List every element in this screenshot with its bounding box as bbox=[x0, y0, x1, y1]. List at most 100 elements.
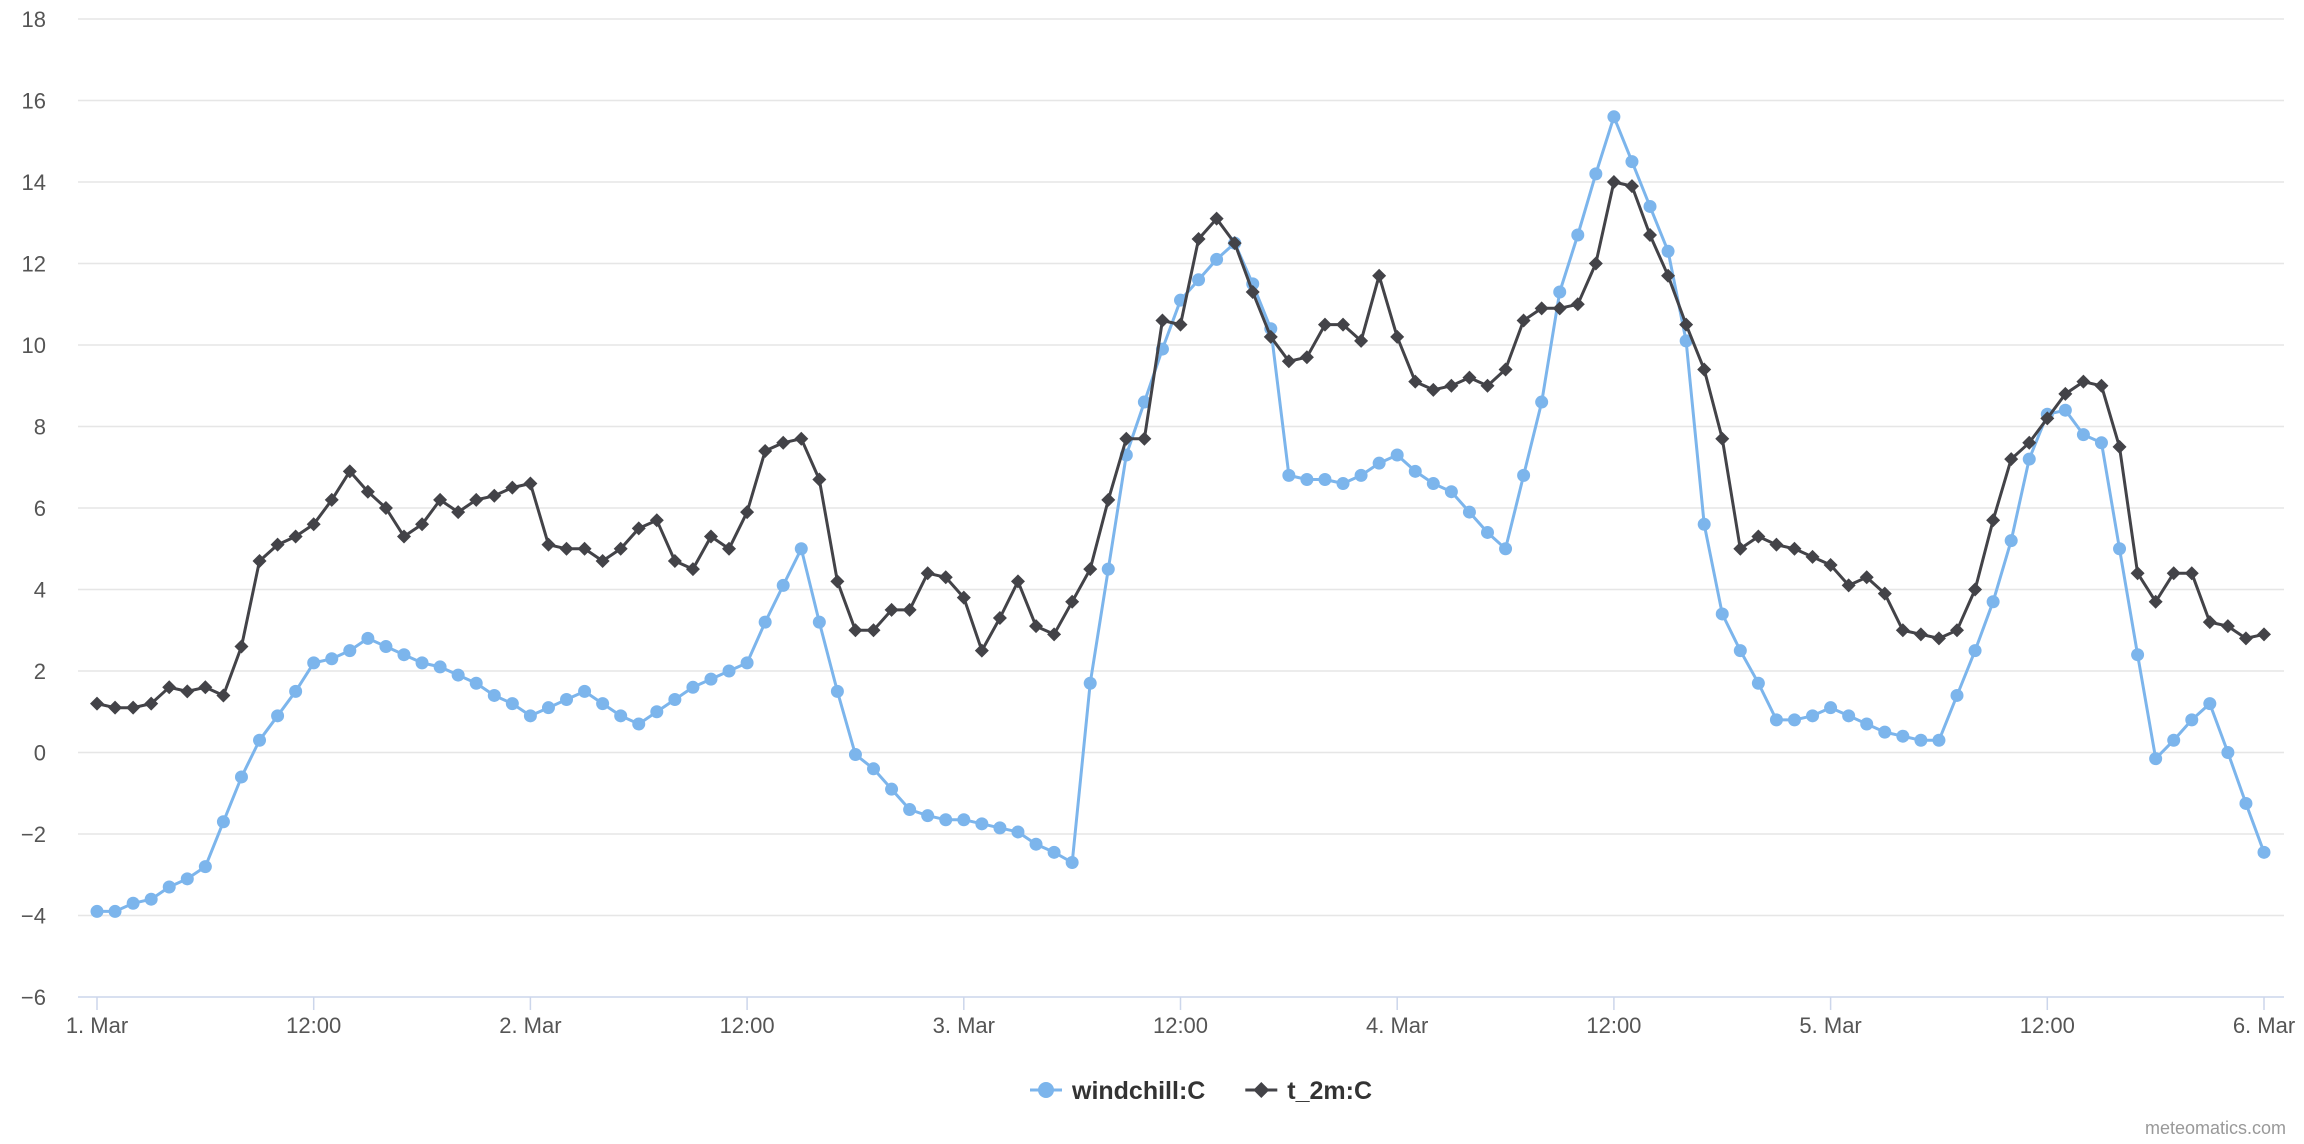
data-point[interactable] bbox=[90, 904, 104, 918]
data-point[interactable] bbox=[2238, 631, 2253, 646]
data-point[interactable] bbox=[1824, 701, 1838, 715]
data-point[interactable] bbox=[614, 709, 628, 723]
data-point[interactable] bbox=[649, 513, 664, 528]
data-point[interactable] bbox=[162, 880, 176, 894]
data-point[interactable] bbox=[270, 537, 285, 552]
data-point[interactable] bbox=[1625, 155, 1639, 169]
data-point[interactable] bbox=[306, 517, 321, 532]
data-point[interactable] bbox=[2022, 435, 2037, 450]
data-point[interactable] bbox=[126, 896, 140, 910]
data-point[interactable] bbox=[288, 529, 303, 544]
data-point[interactable] bbox=[631, 521, 646, 536]
data-point[interactable] bbox=[830, 684, 844, 698]
data-point[interactable] bbox=[2113, 542, 2127, 556]
data-point[interactable] bbox=[1896, 729, 1910, 743]
data-point[interactable] bbox=[885, 782, 899, 796]
data-point[interactable] bbox=[180, 684, 195, 699]
data-point[interactable] bbox=[596, 697, 610, 711]
data-point[interactable] bbox=[1101, 492, 1116, 507]
data-point[interactable] bbox=[1065, 856, 1079, 870]
data-point[interactable] bbox=[487, 488, 502, 503]
data-point[interactable] bbox=[1065, 594, 1080, 609]
data-point[interactable] bbox=[956, 590, 971, 605]
data-point[interactable] bbox=[271, 709, 285, 723]
data-point[interactable] bbox=[902, 602, 917, 617]
data-point[interactable] bbox=[252, 553, 267, 568]
data-point[interactable] bbox=[1842, 709, 1856, 723]
data-point[interactable] bbox=[198, 680, 213, 695]
data-point[interactable] bbox=[343, 644, 357, 658]
data-point[interactable] bbox=[1408, 464, 1422, 478]
data-point[interactable] bbox=[108, 700, 123, 715]
data-point[interactable] bbox=[487, 688, 501, 702]
data-point[interactable] bbox=[1173, 317, 1188, 332]
data-point[interactable] bbox=[2148, 594, 2163, 609]
data-point[interactable] bbox=[325, 652, 339, 666]
data-point[interactable] bbox=[1806, 709, 1820, 723]
data-point[interactable] bbox=[2094, 436, 2108, 450]
data-point[interactable] bbox=[505, 697, 519, 711]
data-point[interactable] bbox=[1390, 329, 1405, 344]
data-point[interactable] bbox=[2203, 697, 2217, 711]
data-point[interactable] bbox=[198, 860, 212, 874]
data-point[interactable] bbox=[1589, 167, 1603, 181]
data-point[interactable] bbox=[253, 733, 267, 747]
data-point[interactable] bbox=[668, 693, 682, 707]
data-point[interactable] bbox=[758, 443, 773, 458]
data-point[interactable] bbox=[1950, 688, 1964, 702]
data-point[interactable] bbox=[2202, 615, 2217, 630]
data-point[interactable] bbox=[1282, 468, 1296, 482]
data-point[interactable] bbox=[1318, 472, 1332, 486]
data-point[interactable] bbox=[1769, 537, 1784, 552]
data-point[interactable] bbox=[1011, 825, 1025, 839]
data-point[interactable] bbox=[1534, 301, 1549, 316]
data-point[interactable] bbox=[1931, 631, 1946, 646]
data-point[interactable] bbox=[2167, 733, 2181, 747]
data-point[interactable] bbox=[1733, 541, 1748, 556]
data-point[interactable] bbox=[1029, 619, 1044, 634]
data-point[interactable] bbox=[2257, 627, 2271, 642]
data-point[interactable] bbox=[613, 541, 628, 556]
data-point[interactable] bbox=[1859, 570, 1874, 585]
data-point[interactable] bbox=[2166, 566, 2181, 581]
data-point[interactable] bbox=[1878, 725, 1892, 739]
data-point[interactable] bbox=[1462, 370, 1477, 385]
data-point[interactable] bbox=[289, 684, 303, 698]
data-point[interactable] bbox=[1101, 562, 1115, 576]
data-point[interactable] bbox=[1083, 676, 1097, 690]
data-point[interactable] bbox=[867, 762, 881, 776]
data-point[interactable] bbox=[234, 770, 248, 784]
data-point[interactable] bbox=[433, 660, 447, 674]
data-point[interactable] bbox=[1408, 374, 1423, 389]
data-point[interactable] bbox=[1480, 525, 1494, 539]
data-point[interactable] bbox=[505, 480, 520, 495]
data-point[interactable] bbox=[1769, 713, 1783, 727]
data-point[interactable] bbox=[541, 537, 556, 552]
data-point[interactable] bbox=[1588, 256, 1603, 271]
data-point[interactable] bbox=[1192, 273, 1206, 287]
data-point[interactable] bbox=[469, 492, 484, 507]
data-point[interactable] bbox=[722, 541, 737, 556]
data-point[interactable] bbox=[396, 529, 411, 544]
data-point[interactable] bbox=[1571, 228, 1585, 242]
data-point[interactable] bbox=[1462, 505, 1476, 519]
data-point[interactable] bbox=[2185, 713, 2199, 727]
data-point[interactable] bbox=[469, 676, 483, 690]
data-point[interactable] bbox=[686, 680, 700, 694]
data-point[interactable] bbox=[2131, 648, 2145, 662]
data-point[interactable] bbox=[2094, 378, 2109, 393]
data-point[interactable] bbox=[360, 484, 375, 499]
data-point[interactable] bbox=[415, 517, 430, 532]
data-point[interactable] bbox=[1950, 623, 1965, 638]
data-point[interactable] bbox=[1317, 317, 1332, 332]
data-point[interactable] bbox=[2257, 845, 2271, 859]
data-point[interactable] bbox=[1300, 472, 1314, 486]
data-point[interactable] bbox=[992, 611, 1007, 626]
data-point[interactable] bbox=[1426, 477, 1440, 491]
data-point[interactable] bbox=[1516, 313, 1531, 328]
data-point[interactable] bbox=[1913, 627, 1928, 642]
data-point[interactable] bbox=[1119, 431, 1134, 446]
data-point[interactable] bbox=[1372, 268, 1387, 283]
data-point[interactable] bbox=[577, 541, 592, 556]
data-point[interactable] bbox=[920, 566, 935, 581]
